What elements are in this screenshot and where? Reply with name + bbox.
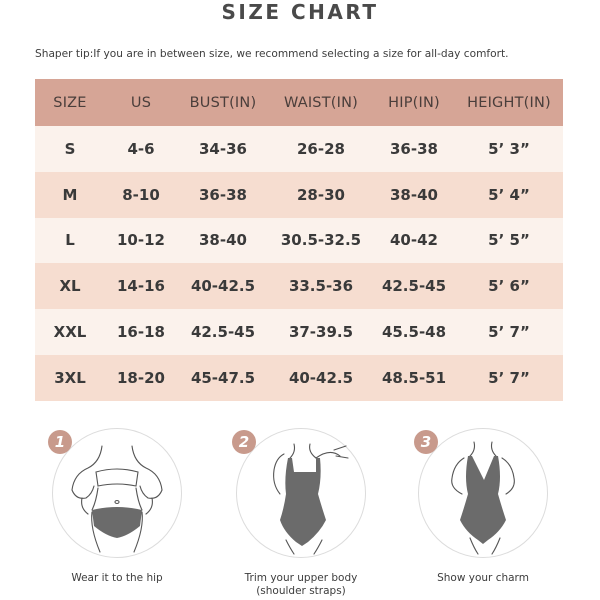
cell-bust: 34-36 <box>177 126 269 172</box>
shaper-tip: Shaper tip:If you are in between size, w… <box>35 48 509 60</box>
cell-height: 5’ 5” <box>455 217 563 264</box>
table-row: XL 14-16 40-42.5 33.5-36 42.5-45 5’ 6” <box>35 263 563 310</box>
caption-line: Show your charm <box>437 572 529 584</box>
cell-waist: 33.5-36 <box>269 263 373 310</box>
cell-waist: 30.5-32.5 <box>269 217 373 264</box>
cell-us: 4-6 <box>105 126 177 172</box>
cell-height: 5’ 7” <box>455 354 563 401</box>
step-1-caption: Wear it to the hip <box>37 572 197 585</box>
step-number-badge: 3 <box>414 430 438 454</box>
cell-height: 5’ 7” <box>455 309 563 355</box>
cell-bust: 36-38 <box>177 171 269 218</box>
size-chart-table: SIZE US BUST(IN) WAIST(IN) HIP(IN) HEIGH… <box>35 79 563 401</box>
cell-height: 5’ 6” <box>455 263 563 310</box>
header-height: HEIGHT(IN) <box>455 79 563 126</box>
cell-waist: 26-28 <box>269 126 373 172</box>
caption-line: Wear it to the hip <box>71 572 163 584</box>
cell-height: 5’ 4” <box>455 171 563 218</box>
step-2-caption: Trim your upper body (shoulder straps) <box>221 572 381 598</box>
header-bust: BUST(IN) <box>177 79 269 126</box>
table-row: 3XL 18-20 45-47.5 40-42.5 48.5-51 5’ 7” <box>35 354 563 401</box>
cell-bust: 38-40 <box>177 217 269 264</box>
table-header-row: SIZE US BUST(IN) WAIST(IN) HIP(IN) HEIGH… <box>35 79 563 126</box>
caption-line: Trim your upper body <box>244 572 358 584</box>
cell-us: 16-18 <box>105 309 177 355</box>
header-waist: WAIST(IN) <box>269 79 373 126</box>
step-2-illustration: 2 <box>232 428 366 558</box>
cell-size: XL <box>35 263 105 310</box>
cell-size: S <box>35 126 105 172</box>
step-3-caption: Show your charm <box>403 572 563 585</box>
cell-us: 14-16 <box>105 263 177 310</box>
cell-us: 8-10 <box>105 171 177 218</box>
cell-height: 5’ 3” <box>455 126 563 172</box>
cell-size: 3XL <box>35 354 105 401</box>
table-row: XXL 16-18 42.5-45 37-39.5 45.5-48 5’ 7” <box>35 309 563 355</box>
header-us: US <box>105 79 177 126</box>
header-size: SIZE <box>35 79 105 126</box>
cell-hip: 40-42 <box>373 217 455 264</box>
cell-waist: 40-42.5 <box>269 354 373 401</box>
cell-waist: 37-39.5 <box>269 309 373 355</box>
step-number-badge: 2 <box>232 430 256 454</box>
step-3-illustration: 3 <box>414 428 548 558</box>
cell-waist: 28-30 <box>269 171 373 218</box>
cell-bust: 45-47.5 <box>177 354 269 401</box>
cell-hip: 38-40 <box>373 171 455 218</box>
cell-hip: 36-38 <box>373 126 455 172</box>
step-1-illustration: 1 <box>48 428 182 558</box>
cell-us: 18-20 <box>105 354 177 401</box>
cell-hip: 45.5-48 <box>373 309 455 355</box>
cell-hip: 48.5-51 <box>373 354 455 401</box>
table-row: S 4-6 34-36 26-28 36-38 5’ 3” <box>35 126 563 172</box>
caption-line-2: (shoulder straps) <box>256 585 346 597</box>
page-title: SIZE CHART <box>221 0 379 24</box>
cell-size: XXL <box>35 309 105 355</box>
figure-show-charm-icon <box>451 441 515 555</box>
figure-trim-straps-icon <box>273 443 349 555</box>
cell-us: 10-12 <box>105 217 177 264</box>
table-row: L 10-12 38-40 30.5-32.5 40-42 5’ 5” <box>35 217 563 264</box>
step-number-badge: 1 <box>48 430 72 454</box>
cell-size: L <box>35 217 105 264</box>
cell-bust: 42.5-45 <box>177 309 269 355</box>
cell-bust: 40-42.5 <box>177 263 269 310</box>
table-row: M 8-10 36-38 28-30 38-40 5’ 4” <box>35 171 563 218</box>
cell-size: M <box>35 171 105 218</box>
figure-wear-to-hip-icon <box>71 445 163 553</box>
header-hip: HIP(IN) <box>373 79 455 126</box>
cell-hip: 42.5-45 <box>373 263 455 310</box>
